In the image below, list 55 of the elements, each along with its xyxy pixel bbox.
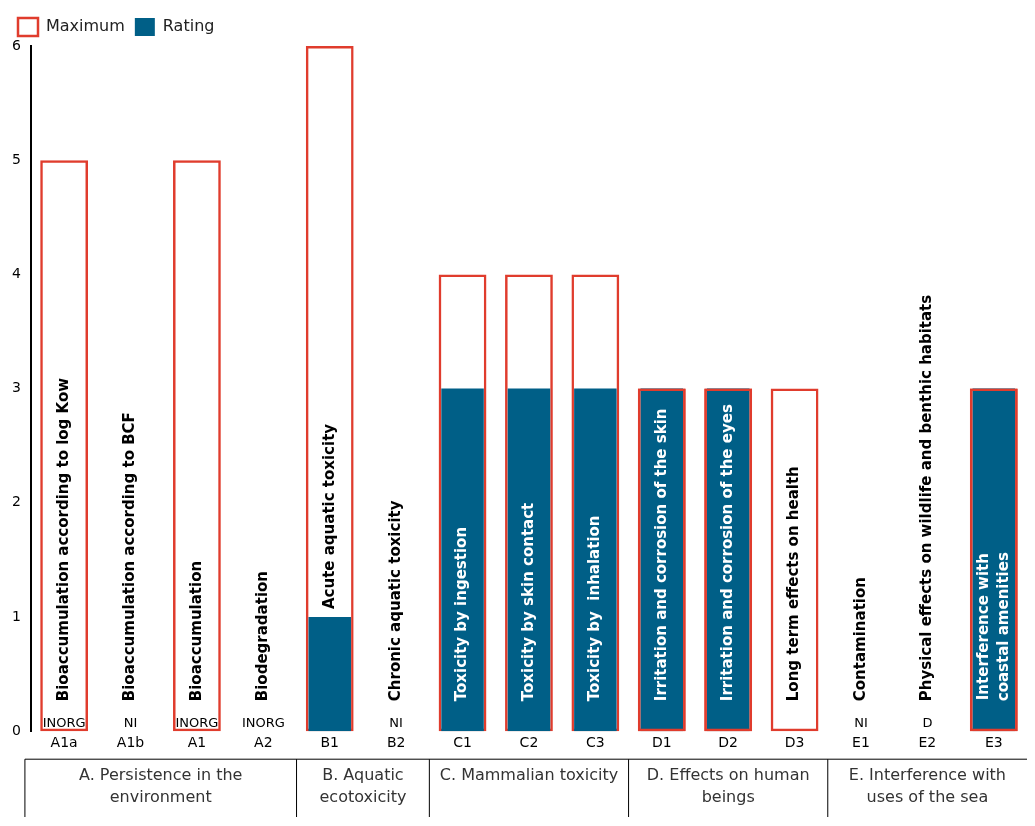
text: INORG (241, 715, 285, 731)
bar (507, 388, 551, 732)
annotation: Toxicity by inhalation (585, 515, 604, 702)
x-tick-label: E3 (984, 734, 1003, 751)
text: C. Mammalian toxicity (439, 765, 619, 785)
annotation: Irritation and corrosion of the skin (651, 408, 670, 702)
text: A. Persistence in the environment (79, 765, 243, 807)
text: B. Aquatic ecotoxicity (319, 765, 407, 807)
x-tick-label: D1 (651, 734, 672, 751)
x-tick-label: A2 (254, 734, 273, 751)
x-tick-label: D3 (784, 734, 805, 751)
annotation: Biodegradation (253, 571, 272, 702)
annotation: Contamination (850, 577, 869, 702)
annotation: Bioaccumulation according to log Kow (54, 377, 72, 702)
annotation: Irritation and corrosion of the eyes (718, 404, 737, 702)
text: NI (389, 715, 403, 731)
x-tick-label: D2 (718, 734, 739, 751)
x-tick-label: B2 (386, 734, 406, 751)
bar (441, 388, 484, 732)
annotation: Chronic aquatic toxicity (386, 500, 405, 702)
y-tick-label: 5 (11, 150, 21, 167)
bar (308, 617, 351, 732)
y-tick-label: 3 (11, 379, 21, 396)
y-tick-label: 1 (11, 607, 21, 624)
bar (574, 388, 617, 732)
annotation: Bioaccumulation according to BCF (120, 412, 139, 702)
annotation: Physical effects on wildlife and benthic habitats (917, 294, 936, 702)
legend-label: Rating (162, 16, 215, 36)
y-tick-label: 2 (11, 493, 21, 510)
x-tick-label: C1 (453, 734, 472, 751)
annotation: Interference with coastal amenities (973, 552, 1012, 702)
annotation: Toxicity by ingestion (452, 526, 471, 702)
text: INORG (175, 715, 219, 731)
annotation: Acute aquatic toxicity (319, 423, 338, 609)
text: INORG (42, 715, 86, 731)
x-tick-label: E1 (852, 734, 870, 751)
y-tick-label: 0 (11, 721, 21, 738)
text: D (922, 715, 933, 731)
y-tick-label: 4 (11, 265, 21, 282)
annotation: Long term effects on health (784, 466, 803, 702)
text: D. Effects on human beings (646, 765, 810, 807)
text: E. Interference with uses of the sea (848, 765, 1006, 807)
x-tick-label: A1a (50, 734, 78, 751)
text: NI (123, 715, 138, 731)
text: NI (854, 715, 868, 731)
x-tick-label: C3 (586, 734, 605, 751)
x-tick-label: B1 (320, 734, 339, 751)
x-tick-label: A1 (187, 734, 207, 751)
annotation: Toxicity by skin contact (518, 502, 537, 702)
legend-label: Maximum (46, 16, 125, 36)
x-tick-label: C2 (519, 734, 539, 751)
y-tick-label: 6 (11, 36, 21, 53)
annotation: Bioaccumulation (186, 560, 205, 702)
x-tick-label: A1b (116, 734, 145, 751)
x-tick-label: E2 (918, 734, 937, 751)
